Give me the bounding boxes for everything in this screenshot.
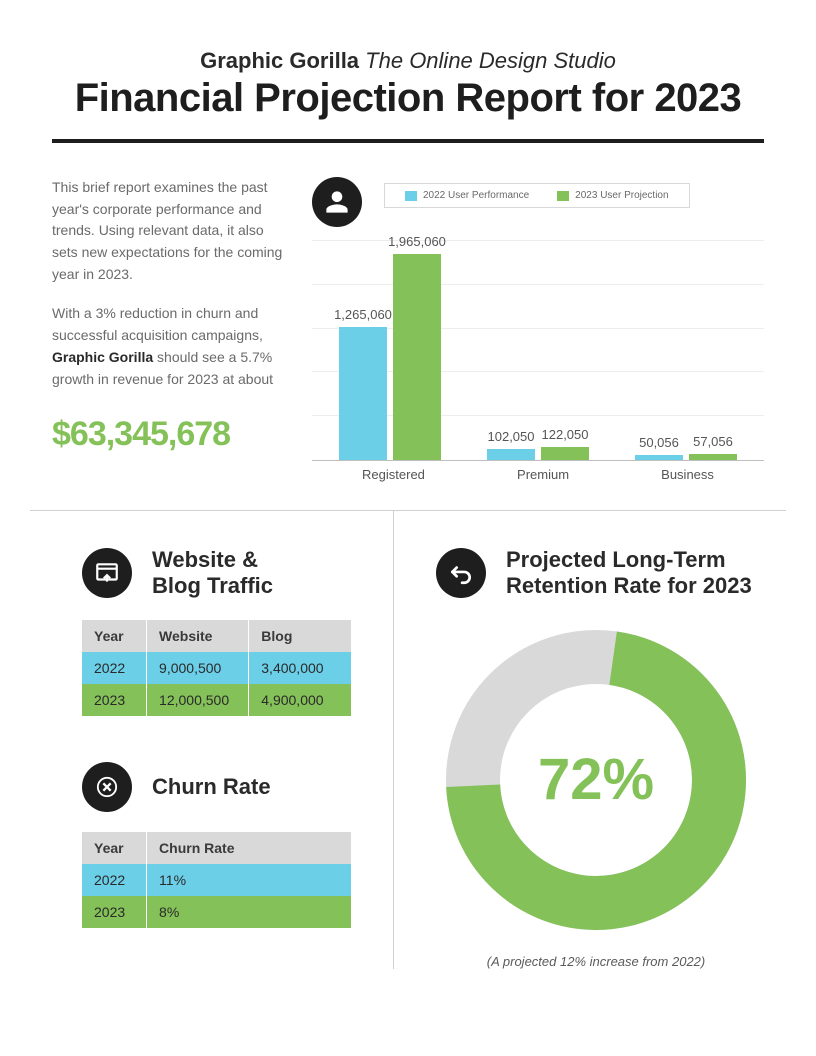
bottom-section: Website &Blog Traffic YearWebsiteBlog202…	[30, 510, 786, 969]
intro-p1: This brief report examines the past year…	[52, 177, 284, 285]
table-cell: 2023	[82, 896, 147, 928]
category-labels: Registered Premium Business	[312, 461, 764, 482]
user-icon	[312, 177, 362, 227]
header-rule	[52, 139, 764, 143]
legend-swatch-2023	[557, 191, 569, 201]
table-row: 202211%	[82, 864, 351, 896]
traffic-table: YearWebsiteBlog20229,000,5003,400,000202…	[82, 620, 351, 716]
table-cell: 12,000,500	[147, 684, 249, 716]
chart-header: 2022 User Performance 2023 User Projecti…	[312, 177, 764, 227]
table-header: Churn Rate	[147, 832, 351, 864]
company-name: Graphic Gorilla	[200, 48, 359, 73]
intro-p2: With a 3% reduction in churn and success…	[52, 303, 284, 390]
bar-value-label: 57,056	[668, 434, 758, 449]
retention-donut: 72%	[436, 620, 756, 940]
bar: 57,056	[689, 454, 737, 460]
category-label: Business	[661, 467, 714, 482]
table-row: 202312,000,5004,900,000	[82, 684, 351, 716]
chart-legend: 2022 User Performance 2023 User Projecti…	[384, 183, 690, 208]
company-tagline: The Online Design Studio	[365, 48, 616, 73]
table-row: 20229,000,5003,400,000	[82, 652, 351, 684]
report-page: Graphic Gorilla The Online Design Studio…	[0, 0, 816, 1056]
legend-2022: 2022 User Performance	[405, 190, 529, 201]
intro-text: This brief report examines the past year…	[52, 177, 302, 482]
retention-head: Projected Long-Term Retention Rate for 2…	[436, 547, 756, 600]
table-cell: 4,900,000	[249, 684, 351, 716]
bar: 1,265,060	[339, 327, 387, 460]
legend-swatch-2022	[405, 191, 417, 201]
churn-table: YearChurn Rate202211%20238%	[82, 832, 351, 928]
report-title: Financial Projection Report for 2023	[30, 76, 786, 121]
bar-group-registered: 1,265,0601,965,060	[339, 254, 441, 460]
return-icon	[436, 548, 486, 598]
table-cell: 3,400,000	[249, 652, 351, 684]
bar: 1,965,060	[393, 254, 441, 460]
table-cell: 2023	[82, 684, 147, 716]
browser-icon	[82, 548, 132, 598]
table-cell: 9,000,500	[147, 652, 249, 684]
right-column: Projected Long-Term Retention Rate for 2…	[394, 511, 786, 969]
table-cell: 2022	[82, 652, 147, 684]
retention-title: Projected Long-Term Retention Rate for 2…	[506, 547, 752, 600]
top-section: This brief report examines the past year…	[30, 177, 786, 482]
donut-percent: 72%	[436, 620, 756, 940]
bar: 102,050	[487, 449, 535, 460]
donut-caption: (A projected 12% increase from 2022)	[436, 954, 756, 969]
user-chart: 2022 User Performance 2023 User Projecti…	[302, 177, 764, 482]
churn-head: Churn Rate	[82, 762, 351, 812]
table-header: Year	[82, 832, 147, 864]
company-subtitle: Graphic Gorilla The Online Design Studio	[30, 48, 786, 74]
legend-2023: 2023 User Projection	[557, 190, 668, 201]
table-row: 20238%	[82, 896, 351, 928]
traffic-title: Website &Blog Traffic	[152, 547, 273, 600]
table-header: Website	[147, 620, 249, 652]
table-cell: 2022	[82, 864, 147, 896]
category-label: Registered	[362, 467, 425, 482]
close-icon	[82, 762, 132, 812]
left-column: Website &Blog Traffic YearWebsiteBlog202…	[30, 511, 394, 969]
bar: 122,050	[541, 447, 589, 460]
category-label: Premium	[517, 467, 569, 482]
table-header: Year	[82, 620, 147, 652]
table-header: Blog	[249, 620, 351, 652]
bar-chart-area: 1,265,0601,965,060 102,050 122,050 50,056 57…	[312, 241, 764, 461]
bar: 50,056	[635, 455, 683, 460]
churn-title: Churn Rate	[152, 774, 271, 800]
table-cell: 11%	[147, 864, 351, 896]
table-cell: 8%	[147, 896, 351, 928]
bar-value-label: 122,050	[520, 427, 610, 442]
bar-group-business: 50,056 57,056	[635, 454, 737, 460]
projected-revenue: $63,345,678	[52, 408, 284, 461]
bar-value-label: 1,965,060	[372, 234, 462, 249]
bar-group-premium: 102,050 122,050	[487, 447, 589, 460]
traffic-head: Website &Blog Traffic	[82, 547, 351, 600]
